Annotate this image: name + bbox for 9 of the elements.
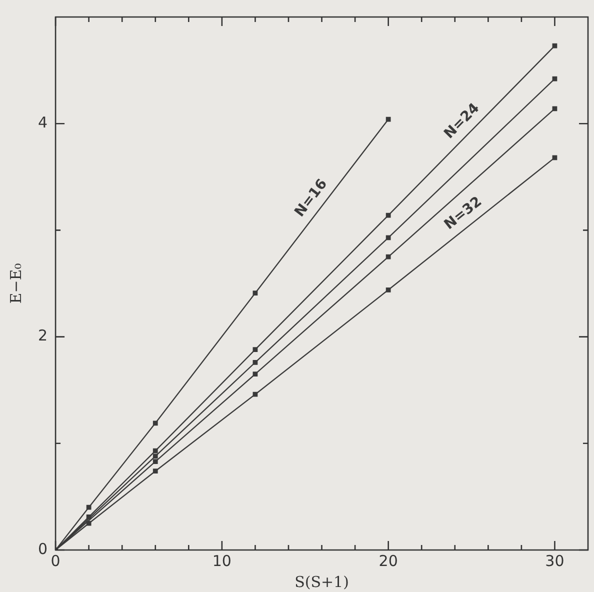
x-tick-label: 0 [50, 552, 60, 570]
x-tick-label: 10 [212, 552, 232, 570]
y-tick-label: 4 [38, 113, 48, 132]
y-tick-label: 0 [38, 540, 48, 558]
x-tick-label: 20 [378, 552, 398, 570]
x-tick-label: 30 [545, 552, 564, 570]
y-tick-label: 2 [38, 326, 48, 345]
y-axis-title: E−E₀ [6, 263, 25, 304]
x-axis-title: S(S+1) [294, 572, 349, 591]
